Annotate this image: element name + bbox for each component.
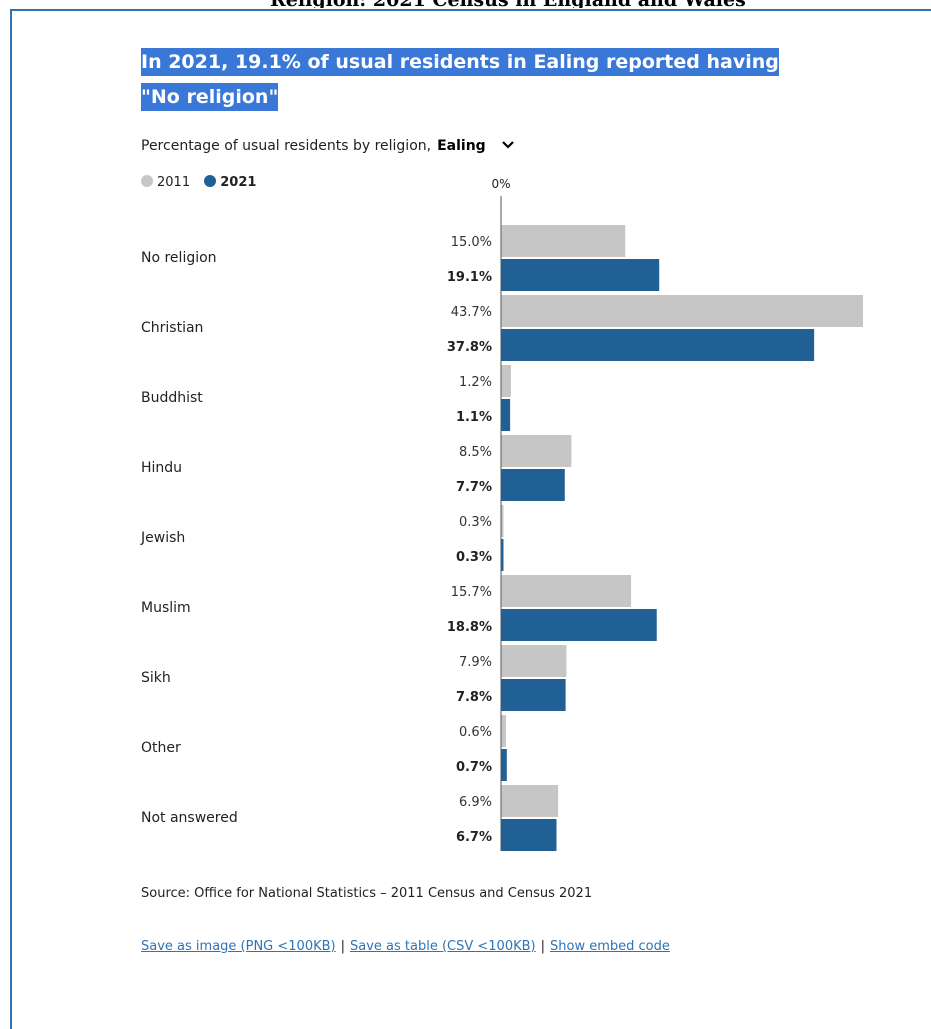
bar-2021-not-answered — [501, 819, 557, 851]
bar-2021-hindu — [501, 469, 565, 501]
data-label-2011-not-answered: 6.9% — [459, 795, 492, 810]
data-label-2011-hindu: 8.5% — [459, 445, 492, 460]
bar-2011-other — [501, 715, 506, 747]
data-label-2011-christian: 43.7% — [451, 305, 492, 320]
axis-zero-label: 0% — [491, 177, 510, 191]
bar-2011-no-religion — [501, 225, 626, 257]
bar-2011-muslim — [501, 575, 632, 607]
data-label-2021-not-answered: 6.7% — [456, 830, 492, 845]
category-label-no-religion: No religion — [141, 250, 217, 266]
bar-2021-christian — [501, 329, 815, 361]
category-label-hindu: Hindu — [141, 460, 182, 476]
bar-2011-sikh — [501, 645, 567, 677]
data-label-2021-muslim: 18.8% — [447, 620, 492, 635]
legend-label-2011: 2011 — [157, 175, 191, 190]
data-label-2011-jewish: 0.3% — [459, 515, 492, 530]
data-label-2021-sikh: 7.8% — [456, 690, 492, 705]
category-label-muslim: Muslim — [141, 600, 191, 616]
data-label-2011-no-religion: 15.0% — [451, 235, 492, 250]
chevron-down-icon[interactable] — [501, 137, 514, 153]
bar-2021-sikh — [501, 679, 566, 711]
data-label-2011-muslim: 15.7% — [451, 585, 492, 600]
save-table-link[interactable]: Save as table (CSV <100KB) — [350, 939, 536, 954]
bar-2011-christian — [501, 295, 863, 327]
data-label-2021-christian: 37.8% — [447, 340, 492, 355]
link-separator: | — [540, 939, 546, 954]
area-dropdown-value[interactable]: Ealing — [437, 138, 486, 154]
data-label-2021-no-religion: 19.1% — [447, 270, 492, 285]
content-frame — [10, 9, 931, 1029]
category-label-buddhist: Buddhist — [141, 390, 203, 406]
legend-item-2021[interactable]: 2021 — [204, 175, 256, 190]
source-note: Source: Office for National Statistics –… — [141, 886, 593, 901]
chart-subtitle: Percentage of usual residents by religio… — [141, 137, 514, 154]
bar-2021-buddhist — [501, 399, 511, 431]
data-label-2021-other: 0.7% — [456, 760, 492, 775]
data-label-2021-buddhist: 1.1% — [456, 410, 492, 425]
chart-legend: 2011 2021 — [141, 175, 266, 190]
data-label-2011-sikh: 7.9% — [459, 655, 492, 670]
bar-2021-muslim — [501, 609, 657, 641]
bar-2021-no-religion — [501, 259, 660, 291]
category-label-sikh: Sikh — [141, 670, 171, 686]
data-label-2011-other: 0.6% — [459, 725, 492, 740]
cut-off-heading: Religion: 2021 Census in England and Wal… — [270, 0, 746, 8]
data-label-2021-hindu: 7.7% — [456, 480, 492, 495]
bar-2021-jewish — [501, 539, 504, 571]
area-dropdown[interactable]: Ealing — [437, 138, 514, 154]
category-label-other: Other — [141, 740, 181, 756]
bar-chart: 0% No religion 15.0% 19.1% Christian 43.7% 37.… — [140, 177, 863, 851]
bar-2011-buddhist — [501, 365, 511, 397]
chart-headline: In 2021, 19.1% of usual residents in Eal… — [141, 45, 821, 115]
legend-item-2011[interactable]: 2011 — [141, 175, 190, 190]
data-label-2021-jewish: 0.3% — [456, 550, 492, 565]
link-separator: | — [340, 939, 345, 954]
bar-2011-hindu — [501, 435, 572, 467]
legend-label-2021: 2021 — [220, 175, 257, 190]
embed-code-link[interactable]: Show embed code — [550, 939, 670, 954]
bar-2011-not-answered — [501, 785, 559, 817]
data-label-2011-buddhist: 1.2% — [459, 375, 492, 390]
legend-swatch-2011 — [141, 175, 153, 187]
category-label-jewish: Jewish — [140, 530, 185, 546]
category-label-christian: Christian — [141, 320, 203, 336]
bar-2021-other — [501, 749, 507, 781]
download-links: Save as image (PNG <100KB) | Save as table… — [141, 939, 670, 954]
subtitle-text: Percentage of usual residents by religio… — [141, 138, 432, 154]
save-image-link[interactable]: Save as image (PNG <100KB) — [141, 939, 336, 954]
bar-2011-jewish — [501, 505, 504, 537]
legend-swatch-2021 — [204, 175, 217, 187]
category-label-not-answered: Not answered — [141, 810, 238, 826]
